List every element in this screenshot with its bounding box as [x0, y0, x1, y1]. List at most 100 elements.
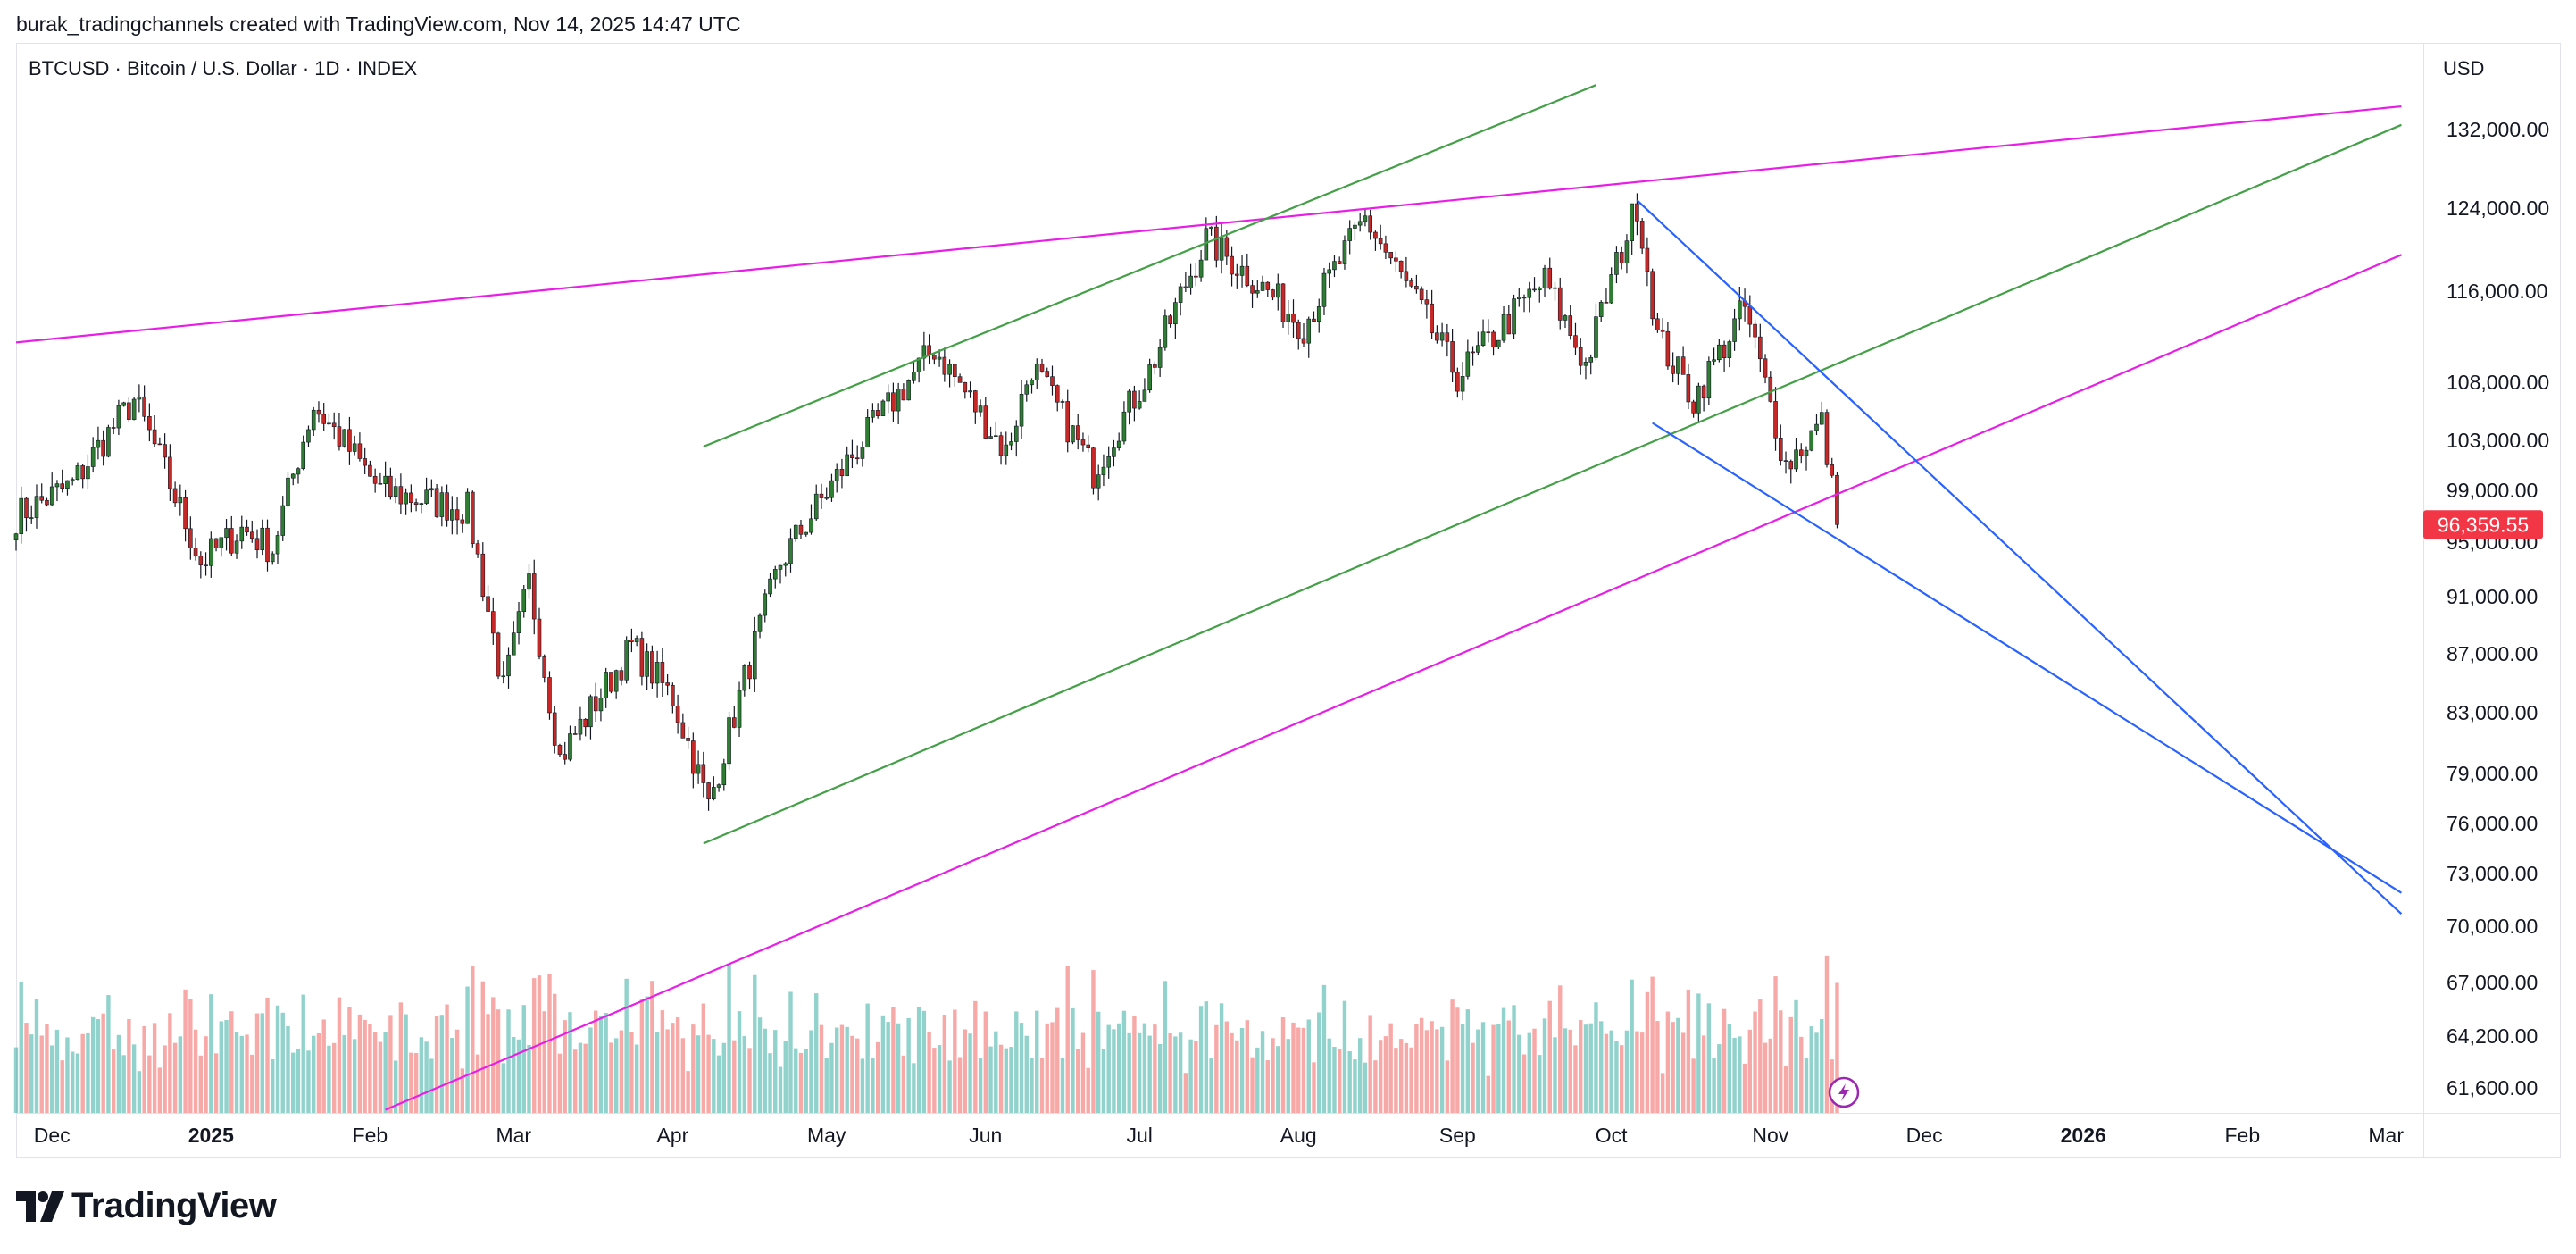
- candle-body: [1414, 285, 1419, 290]
- volume-bar: [1809, 1026, 1813, 1113]
- tradingview-logo[interactable]: TradingView: [16, 1186, 277, 1226]
- lightning-bolt-icon[interactable]: [1828, 1076, 1860, 1108]
- volume-bar: [865, 1003, 870, 1113]
- trendline-magenta-upper[interactable]: [15, 104, 2402, 344]
- volume-bar: [1680, 1032, 1686, 1113]
- candle-body: [531, 573, 537, 620]
- time-tick-label: Sep: [1439, 1124, 1476, 1147]
- trendlines: [15, 84, 2403, 1111]
- candle-body: [1173, 302, 1178, 325]
- candle-body: [1676, 356, 1680, 374]
- candle-body: [747, 665, 752, 680]
- volume-bar: [1332, 1047, 1337, 1113]
- volume-bar: [1542, 1018, 1547, 1113]
- volume-bar: [845, 1026, 849, 1113]
- volume-bar: [634, 1044, 639, 1113]
- candle-body: [1353, 224, 1357, 229]
- volume-bar: [1230, 1032, 1234, 1113]
- candle-body: [137, 396, 142, 400]
- candle-body: [1163, 315, 1168, 348]
- volume-bar: [1506, 1020, 1511, 1113]
- candle-body: [675, 706, 680, 723]
- candle-body: [537, 618, 542, 657]
- volume-bar: [1532, 1028, 1537, 1113]
- candle-body: [680, 722, 686, 739]
- volume-bar: [1635, 1031, 1639, 1113]
- volume-bar: [111, 1049, 116, 1113]
- volume-bar: [1686, 989, 1691, 1113]
- candle-body: [1112, 447, 1116, 457]
- volume-bar: [398, 1002, 404, 1113]
- volume-bar: [819, 1024, 824, 1113]
- candle-body: [552, 712, 557, 746]
- candle-body: [209, 538, 213, 566]
- volume-bar: [1050, 1022, 1055, 1113]
- candle-body: [891, 392, 896, 412]
- candle-body: [275, 535, 280, 555]
- candle-body: [1830, 464, 1835, 476]
- volume-bar: [1265, 1060, 1270, 1113]
- volume-bar: [1198, 1006, 1204, 1113]
- candle-body: [1024, 384, 1030, 395]
- volume-bar: [1045, 1023, 1049, 1113]
- volume-bar: [439, 1015, 445, 1113]
- volume-bar: [1127, 1032, 1131, 1113]
- candle-body: [798, 524, 804, 535]
- candle-body: [542, 656, 547, 678]
- price-tick-label: 132,000.00: [2447, 118, 2549, 141]
- last-price-marker: 96,359.55: [2423, 510, 2543, 539]
- candle-body: [86, 466, 90, 480]
- volume-bar: [798, 1052, 804, 1113]
- volume-bar: [1312, 1062, 1316, 1113]
- candle-body: [1121, 411, 1127, 442]
- volume-bar: [1445, 1060, 1450, 1113]
- candle-body: [696, 764, 701, 774]
- symbol-description[interactable]: BTCUSD · Bitcoin / U.S. Dollar · 1D · IN…: [29, 57, 418, 79]
- price-tick-label: 124,000.00: [2447, 196, 2549, 220]
- candle-body: [383, 475, 388, 484]
- candle-body: [188, 528, 193, 548]
- volume-bar: [1579, 1020, 1583, 1113]
- candle-body: [39, 496, 45, 501]
- volume-bar: [1224, 1021, 1230, 1113]
- candle-body: [1680, 356, 1686, 375]
- volume-bar: [306, 1050, 311, 1113]
- candle-body: [229, 528, 234, 554]
- trendline-green-upper[interactable]: [703, 84, 1596, 448]
- volume-bar: [824, 1058, 829, 1113]
- volume-bar: [542, 1011, 546, 1113]
- candle-body: [942, 356, 947, 375]
- trendline-green-lower[interactable]: [703, 123, 2402, 845]
- candle-body: [1271, 289, 1275, 298]
- candle-body: [1312, 318, 1316, 322]
- volume-bar: [19, 981, 23, 1113]
- candle-body: [1747, 305, 1753, 325]
- volume-bar: [1076, 1049, 1080, 1113]
- candle-body: [347, 429, 352, 452]
- candle-body: [434, 488, 439, 517]
- candle-body: [1778, 438, 1783, 461]
- candle-body: [1706, 361, 1712, 399]
- volume-bar: [1219, 1003, 1224, 1113]
- trendline-blue-lower[interactable]: [1652, 422, 2403, 894]
- volume-bar: [393, 1060, 398, 1113]
- volume-bar: [1014, 1011, 1019, 1113]
- candle-body: [106, 427, 111, 457]
- volume-bar: [835, 1027, 839, 1113]
- candle-body: [1178, 286, 1183, 303]
- candle-body: [445, 492, 449, 521]
- volume-bar: [1004, 1048, 1008, 1113]
- volume-bar: [932, 1048, 937, 1113]
- volume-bar: [465, 986, 470, 1113]
- candle-body: [1357, 221, 1363, 226]
- price-axis-separator: [2423, 43, 2424, 1158]
- currency-label[interactable]: USD: [2443, 57, 2485, 79]
- candle-body: [1286, 314, 1291, 322]
- volume-bar: [291, 1052, 296, 1113]
- trendline-blue-upper[interactable]: [1636, 199, 2403, 915]
- volume-bar: [331, 1042, 337, 1113]
- trendline-magenta-lower[interactable]: [385, 254, 2402, 1111]
- volume-bar: [1338, 1049, 1342, 1113]
- volume-bar: [619, 1030, 624, 1113]
